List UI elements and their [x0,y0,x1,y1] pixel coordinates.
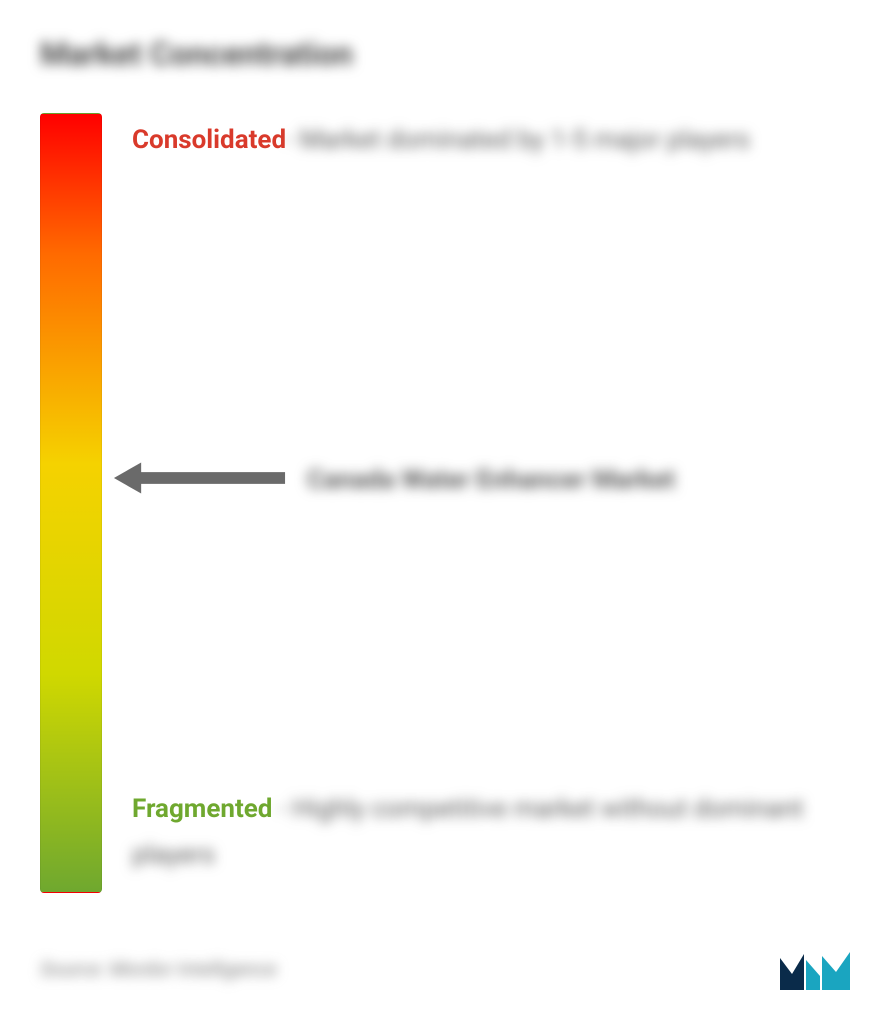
brand-logo [780,948,852,990]
content-area: Consolidated- Market dominated by 1-5 ma… [40,113,852,893]
text-column: Consolidated- Market dominated by 1-5 ma… [132,113,852,893]
concentration-gradient-bar [40,113,102,893]
page-title: Market Concentration [40,35,852,73]
market-label: Canada Water Enhancer Market [307,458,675,502]
fragmented-description: Fragmented - Highly competitive market w… [132,787,852,878]
source-text: Source: Mordor Intelligence [40,957,277,981]
footer: Source: Mordor Intelligence [40,948,852,990]
market-pointer: Canada Water Enhancer Market [112,454,852,506]
arrow-left-icon [112,454,287,506]
consolidated-description: Consolidated- Market dominated by 1-5 ma… [132,118,852,164]
consolidated-label: Consolidated [132,125,286,155]
consolidated-text: - Market dominated by 1-5 major players [286,125,750,155]
fragmented-label: Fragmented [132,794,272,824]
